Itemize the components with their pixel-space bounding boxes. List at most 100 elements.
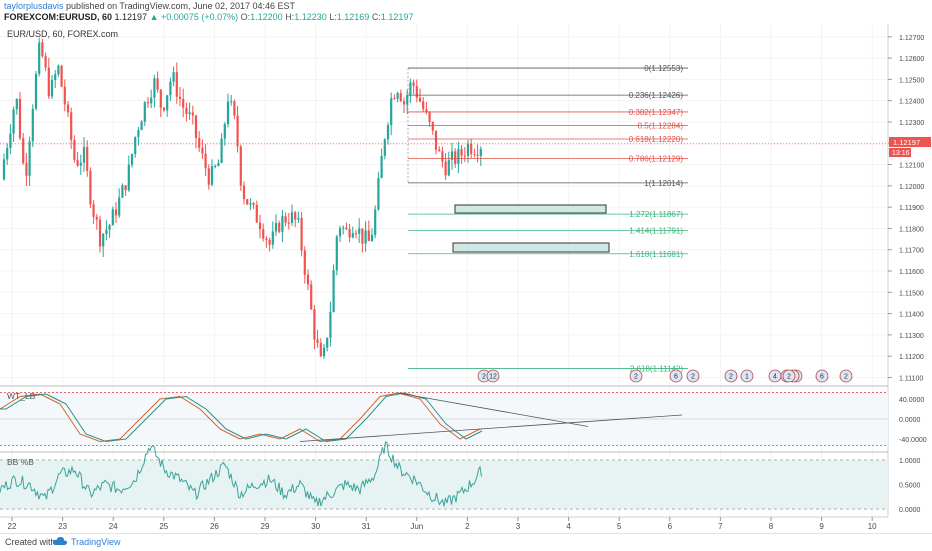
- candle-body: [236, 115, 239, 147]
- author-link[interactable]: taylorplusdavis: [4, 1, 64, 11]
- candle-body: [9, 133, 12, 148]
- candle-body: [470, 143, 473, 155]
- candle-body: [233, 101, 236, 116]
- price-tick-label: 1.11100: [899, 375, 923, 382]
- fib-ratio: 0.382: [629, 108, 650, 117]
- candle-body: [134, 137, 137, 155]
- economic-events[interactable]: 212262214224262: [477, 369, 853, 383]
- target-box-1272[interactable]: [454, 204, 607, 214]
- candle-body: [214, 166, 217, 168]
- candle-body: [255, 204, 258, 223]
- tradingview-link[interactable]: TradingView: [71, 537, 121, 547]
- candle-body: [377, 178, 380, 210]
- fib-paren-open: (: [649, 250, 652, 259]
- fib-ratio: 1: [644, 179, 649, 188]
- time-axis[interactable]: 22 23 24 25 26 29 30 31 Jun 2 3 4 5 6 7 8 9 10: [8, 517, 878, 531]
- candle-body: [70, 112, 73, 141]
- candle-body: [290, 212, 294, 223]
- candle-body: [351, 233, 354, 238]
- candle-body: [303, 250, 306, 275]
- current-price-label: 1.12197: [893, 138, 920, 147]
- candle-body: [265, 238, 268, 240]
- candle-body: [28, 141, 31, 176]
- candle-body: [162, 107, 166, 111]
- candle-body: [118, 197, 121, 216]
- fib-paren-close: ): [680, 108, 683, 117]
- candle-body: [396, 93, 399, 99]
- footer: Created with TradingView: [0, 533, 932, 551]
- candle-body: [242, 185, 246, 200]
- candlestick-series: [0, 37, 888, 359]
- candle-body: [319, 343, 322, 357]
- candle-body: [198, 138, 201, 148]
- fib-paren-close: ): [680, 135, 683, 144]
- candle-body: [25, 162, 28, 176]
- fib-price: 1.12284: [651, 121, 680, 130]
- candle-body: [12, 109, 15, 134]
- event-count: 2: [634, 374, 638, 381]
- candle-body: [271, 231, 274, 245]
- candle-body: [306, 274, 310, 285]
- time-tick-label: 25: [159, 522, 168, 531]
- price-tick-label: 1.12000: [899, 184, 924, 191]
- countdown-label: 13:16: [892, 150, 910, 157]
- fib-paren-close: ): [680, 64, 683, 73]
- candle-body: [342, 227, 345, 229]
- candle-body: [63, 86, 66, 105]
- fib-ratio: 1.618: [629, 250, 650, 259]
- fib-price: 1.12129: [651, 154, 680, 163]
- fib-price: 1.11867: [652, 210, 681, 219]
- candle-body: [121, 185, 124, 198]
- candle-body: [466, 143, 470, 156]
- price-axis[interactable]: 1.127001.126001.125001.124001.123001.122…: [888, 35, 924, 383]
- candle-body: [457, 149, 460, 164]
- fib-price: 1.12553: [651, 64, 680, 73]
- fib-level-label: 0.236(1.12426): [629, 91, 684, 100]
- candle-body: [383, 139, 386, 156]
- candle-body: [294, 212, 297, 220]
- candle-body: [479, 148, 482, 156]
- candle-body: [310, 284, 313, 310]
- candle-body: [159, 89, 162, 108]
- candle-body: [402, 101, 406, 105]
- stoch-trendline-down: [397, 392, 589, 427]
- price-tick-label: 1.12700: [899, 35, 924, 42]
- candle-body: [18, 99, 22, 139]
- candle-body: [60, 65, 63, 87]
- main-pane[interactable]: [0, 24, 888, 386]
- fib-paren-open: (: [649, 108, 652, 117]
- candle-body: [169, 81, 172, 96]
- symbol-info: FOREXCOM:EURUSD, 60 1.12197 ▲ +0.00075 (…: [4, 12, 413, 22]
- stoch-tick-label: -40.0000: [899, 437, 927, 444]
- stoch-tick-label: 40.0000: [899, 397, 924, 404]
- candle-body: [124, 185, 127, 191]
- bb-pane: 1.0000 0.5000 0.0000: [0, 441, 921, 514]
- event-count: 4: [773, 374, 777, 381]
- event-count: 2: [729, 374, 733, 381]
- target-box-1618[interactable]: [452, 242, 610, 253]
- event-count: 12: [489, 374, 497, 381]
- bb-tick-label: 0.0000: [899, 507, 921, 514]
- candle-body: [34, 73, 38, 109]
- candle-body: [460, 149, 463, 156]
- symbol-label[interactable]: FOREXCOM:EURUSD, 60: [4, 12, 113, 22]
- countdown-tag: [889, 148, 911, 157]
- fib-paren-close: ): [680, 121, 683, 130]
- high-label: H:: [285, 12, 295, 22]
- event-count: 2: [691, 374, 695, 381]
- candle-body: [326, 337, 329, 348]
- candle-body: [268, 239, 271, 245]
- candle-body: [2, 159, 6, 180]
- fib-extension-tool[interactable]: 0(1.12553)0.236(1.12426)0.382(1.12347)0.…: [407, 64, 688, 374]
- candle-body: [274, 222, 278, 232]
- candle-body: [354, 233, 358, 235]
- fib-level-label: 2.618(1.11142): [630, 365, 683, 374]
- price-chart[interactable]: 0(1.12553)0.236(1.12426)0.382(1.12347)0.…: [0, 24, 932, 533]
- bb-tick-label: 0.5000: [899, 483, 921, 490]
- event-flag-icon: [669, 369, 683, 383]
- candle-body: [102, 233, 105, 247]
- candle-body: [441, 151, 444, 162]
- candle-body: [172, 72, 175, 82]
- candle-body: [249, 203, 252, 205]
- price-tick-label: 1.11800: [899, 226, 924, 233]
